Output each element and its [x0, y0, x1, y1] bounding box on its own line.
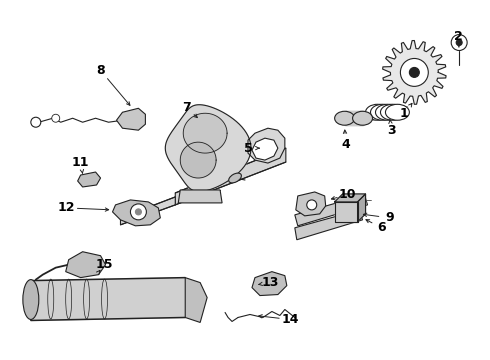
Polygon shape — [77, 172, 100, 187]
Polygon shape — [335, 202, 358, 222]
Polygon shape — [175, 148, 286, 205]
Ellipse shape — [23, 280, 39, 319]
Polygon shape — [252, 272, 287, 296]
Polygon shape — [383, 41, 446, 104]
Polygon shape — [117, 108, 146, 130]
Polygon shape — [185, 278, 207, 323]
Circle shape — [135, 209, 142, 215]
Polygon shape — [248, 128, 285, 163]
Polygon shape — [368, 107, 407, 120]
Polygon shape — [358, 194, 366, 222]
Text: 9: 9 — [385, 211, 394, 224]
Polygon shape — [296, 192, 326, 216]
Text: 8: 8 — [96, 64, 105, 77]
Text: 1: 1 — [400, 107, 409, 120]
Polygon shape — [165, 105, 251, 192]
Text: 10: 10 — [339, 188, 356, 202]
Text: 6: 6 — [377, 221, 386, 234]
Text: 12: 12 — [58, 201, 75, 215]
Polygon shape — [183, 113, 227, 153]
Polygon shape — [66, 252, 105, 278]
Circle shape — [409, 67, 419, 77]
Polygon shape — [295, 195, 368, 226]
Polygon shape — [178, 190, 222, 203]
Ellipse shape — [375, 104, 399, 120]
Polygon shape — [344, 111, 363, 125]
Ellipse shape — [370, 104, 394, 120]
Ellipse shape — [386, 104, 409, 120]
Circle shape — [31, 117, 41, 127]
Text: 2: 2 — [454, 30, 463, 43]
Ellipse shape — [353, 111, 372, 125]
Polygon shape — [113, 200, 160, 226]
Polygon shape — [31, 278, 185, 320]
Text: 5: 5 — [244, 141, 252, 155]
Polygon shape — [295, 210, 363, 240]
Text: 15: 15 — [96, 258, 113, 271]
Circle shape — [456, 40, 462, 45]
Text: 13: 13 — [261, 276, 279, 289]
Text: 3: 3 — [387, 124, 396, 137]
Circle shape — [130, 204, 147, 220]
Circle shape — [451, 35, 467, 50]
Polygon shape — [335, 194, 366, 202]
Polygon shape — [252, 138, 278, 160]
Ellipse shape — [229, 173, 242, 183]
Circle shape — [400, 58, 428, 86]
Ellipse shape — [380, 104, 404, 120]
Text: 7: 7 — [182, 101, 191, 114]
Text: 14: 14 — [281, 313, 298, 326]
Ellipse shape — [335, 111, 355, 125]
Text: 11: 11 — [72, 156, 89, 168]
Polygon shape — [180, 142, 216, 178]
Circle shape — [52, 114, 60, 122]
Polygon shape — [121, 197, 175, 225]
Text: 4: 4 — [341, 138, 350, 150]
Circle shape — [307, 200, 317, 210]
Ellipse shape — [366, 104, 390, 120]
